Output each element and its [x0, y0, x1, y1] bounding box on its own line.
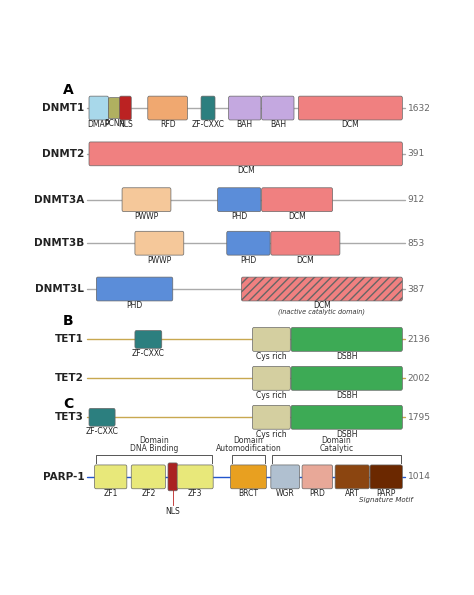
Text: ZF1: ZF1 [103, 489, 118, 498]
FancyBboxPatch shape [335, 465, 369, 488]
FancyBboxPatch shape [262, 96, 294, 120]
FancyBboxPatch shape [253, 367, 290, 390]
FancyBboxPatch shape [135, 331, 162, 348]
Text: DCM: DCM [297, 256, 314, 265]
Text: ZF-CXXC: ZF-CXXC [191, 120, 225, 130]
Text: PWWP: PWWP [134, 212, 159, 221]
FancyBboxPatch shape [89, 142, 402, 166]
Text: PWWP: PWWP [147, 256, 172, 265]
Text: TET3: TET3 [55, 412, 84, 422]
Text: DCM: DCM [288, 212, 306, 221]
FancyBboxPatch shape [135, 231, 184, 255]
FancyBboxPatch shape [119, 96, 131, 120]
FancyBboxPatch shape [89, 96, 109, 120]
Text: PCNA: PCNA [104, 119, 125, 128]
FancyBboxPatch shape [122, 188, 171, 212]
Text: B: B [63, 314, 73, 328]
FancyBboxPatch shape [241, 277, 402, 301]
FancyBboxPatch shape [302, 465, 333, 488]
FancyBboxPatch shape [131, 465, 165, 488]
Text: 391: 391 [408, 149, 425, 158]
Text: DNMT3L: DNMT3L [36, 284, 84, 294]
Text: ZF-CXXC: ZF-CXXC [132, 349, 165, 358]
FancyBboxPatch shape [94, 465, 127, 488]
Text: PARP: PARP [376, 489, 396, 498]
FancyBboxPatch shape [253, 405, 290, 429]
FancyBboxPatch shape [96, 277, 173, 301]
Text: PARP-1: PARP-1 [43, 472, 84, 482]
FancyBboxPatch shape [201, 96, 215, 120]
FancyBboxPatch shape [109, 98, 120, 118]
Text: Cys rich: Cys rich [256, 352, 287, 361]
Text: NLS: NLS [165, 507, 180, 516]
FancyBboxPatch shape [291, 367, 402, 390]
FancyBboxPatch shape [262, 188, 333, 212]
FancyBboxPatch shape [89, 408, 115, 426]
Text: DNMT2: DNMT2 [42, 149, 84, 159]
Text: PHD: PHD [240, 256, 256, 265]
FancyBboxPatch shape [253, 327, 290, 351]
FancyBboxPatch shape [291, 405, 402, 429]
Text: (inactive catalytic domain): (inactive catalytic domain) [278, 309, 365, 315]
Text: C: C [63, 397, 73, 411]
Text: 387: 387 [408, 284, 425, 293]
Text: TET1: TET1 [55, 334, 84, 345]
Text: DNMT3A: DNMT3A [34, 195, 84, 205]
Text: ZF-CXXC: ZF-CXXC [86, 427, 118, 436]
FancyBboxPatch shape [177, 465, 213, 488]
Text: DCM: DCM [237, 166, 255, 176]
Text: Domain: Domain [322, 436, 352, 445]
Text: Automodification: Automodification [216, 444, 281, 453]
FancyBboxPatch shape [370, 465, 402, 488]
FancyBboxPatch shape [168, 463, 178, 491]
FancyBboxPatch shape [228, 96, 261, 120]
FancyBboxPatch shape [291, 327, 402, 351]
FancyBboxPatch shape [271, 231, 340, 255]
Text: 853: 853 [408, 239, 425, 248]
Text: 2002: 2002 [408, 374, 430, 383]
Text: Cys rich: Cys rich [256, 430, 287, 439]
Text: DNA Binding: DNA Binding [130, 444, 178, 453]
Text: 912: 912 [408, 195, 425, 204]
Text: 1632: 1632 [408, 104, 430, 112]
FancyBboxPatch shape [271, 465, 300, 488]
Text: DSBH: DSBH [336, 391, 357, 400]
FancyBboxPatch shape [148, 96, 187, 120]
Text: A: A [63, 83, 73, 97]
Text: BAH: BAH [270, 120, 286, 130]
Text: 1795: 1795 [408, 413, 430, 422]
Text: BAH: BAH [237, 120, 253, 130]
Text: Cys rich: Cys rich [256, 391, 287, 400]
Text: Signature Motif: Signature Motif [359, 497, 413, 503]
Text: DSBH: DSBH [336, 430, 357, 439]
Text: DSBH: DSBH [336, 352, 357, 361]
Text: ZF3: ZF3 [188, 489, 202, 498]
Text: PHD: PHD [231, 212, 247, 221]
Text: Domain: Domain [139, 436, 169, 445]
Text: RFD: RFD [160, 120, 175, 130]
FancyBboxPatch shape [230, 465, 266, 488]
Text: PHD: PHD [127, 302, 143, 311]
FancyBboxPatch shape [227, 231, 270, 255]
Text: 2136: 2136 [408, 335, 430, 344]
Text: BRCT: BRCT [238, 489, 258, 498]
Text: ZF2: ZF2 [141, 489, 155, 498]
Text: 1014: 1014 [408, 472, 430, 481]
FancyBboxPatch shape [299, 96, 402, 120]
Text: DNMT3B: DNMT3B [34, 238, 84, 248]
Text: DCM: DCM [341, 120, 359, 130]
FancyBboxPatch shape [218, 188, 261, 212]
Text: DMAP: DMAP [88, 120, 110, 130]
Text: Domain: Domain [234, 436, 264, 445]
Text: DCM: DCM [313, 302, 331, 311]
Text: NLS: NLS [118, 120, 133, 130]
Text: Catalytic: Catalytic [319, 444, 354, 453]
Text: WGR: WGR [276, 489, 294, 498]
Text: PRD: PRD [310, 489, 325, 498]
Text: ART: ART [345, 489, 360, 498]
Text: DNMT1: DNMT1 [42, 103, 84, 113]
Text: TET2: TET2 [55, 373, 84, 383]
